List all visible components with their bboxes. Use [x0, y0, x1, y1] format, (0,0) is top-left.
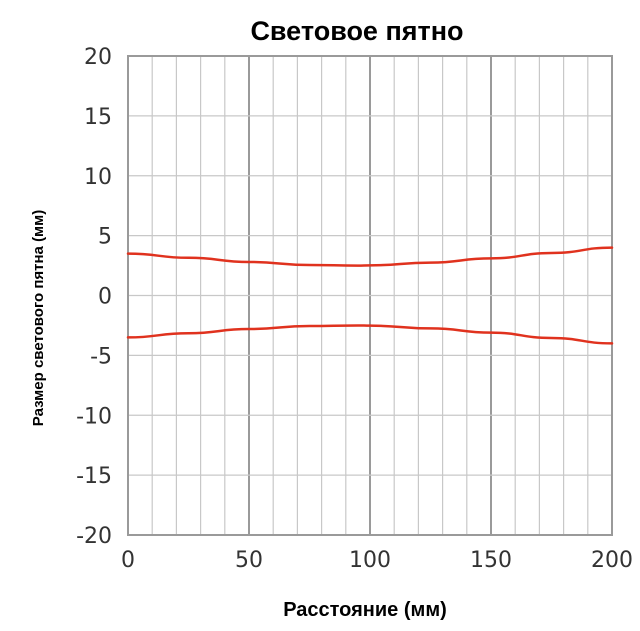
- x-tick-label: 150: [470, 548, 512, 573]
- y-tick-label: 20: [84, 45, 112, 70]
- x-tick-label: 50: [235, 548, 263, 573]
- x-tick-label: 100: [349, 548, 391, 573]
- y-axis-label: Размер светового пятна (мм): [30, 210, 47, 426]
- y-tick-label: 5: [98, 225, 112, 250]
- series-line-lower: [126, 324, 614, 345]
- chart-title: Световое пятно: [250, 16, 463, 46]
- y-tick-label: -5: [90, 344, 112, 369]
- x-tick-label: 0: [121, 548, 135, 573]
- x-tick-label: 200: [591, 548, 633, 573]
- x-axis-label: Расстояние (мм): [283, 599, 447, 621]
- series-line-upper: [126, 246, 614, 267]
- y-tick-label: -10: [76, 404, 112, 429]
- y-tick-label: -15: [76, 464, 112, 489]
- series-layer: [126, 246, 614, 345]
- y-tick-label: -20: [76, 524, 112, 549]
- y-tick-label: 15: [84, 105, 112, 130]
- grid: [127, 55, 613, 536]
- y-tick-label: 0: [98, 285, 112, 310]
- plot-frame: [127, 55, 613, 536]
- y-tick-label: 10: [84, 165, 112, 190]
